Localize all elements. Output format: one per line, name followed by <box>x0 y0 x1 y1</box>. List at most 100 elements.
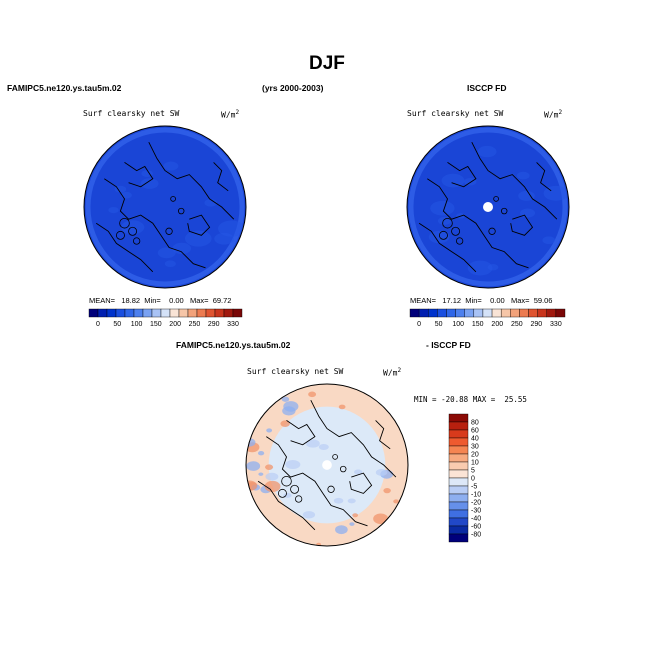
colorbar-tick-label: -10 <box>471 492 481 499</box>
coastline <box>95 222 154 273</box>
colorbar-swatch <box>448 493 469 503</box>
island-outline <box>488 227 496 235</box>
coastline <box>510 214 534 236</box>
island-outline <box>295 495 303 503</box>
colorbar-tick-label: 330 <box>227 321 239 328</box>
map-anomaly-patch <box>285 460 301 470</box>
colorbar-swatch <box>448 477 469 487</box>
map-shade-patch <box>140 178 159 189</box>
coastline <box>286 420 316 446</box>
panel2-stats: MEAN= 17.12 Min= 0.00 Max= 59.06 <box>410 296 553 305</box>
map-shade-patch <box>430 200 455 216</box>
map-fill-region <box>84 126 246 288</box>
island-outline <box>500 207 508 215</box>
diff-obs-label: - ISCCP FD <box>426 340 471 350</box>
island-outline <box>170 196 176 202</box>
island-outline <box>451 226 461 236</box>
map-anomaly-patch <box>302 511 316 519</box>
colorbar-tick-label: 20 <box>471 452 479 459</box>
colorbar-tick-label: 250 <box>511 321 523 328</box>
map-shade-patch <box>163 161 179 171</box>
colorbar-swatch <box>448 413 469 423</box>
map-boundary <box>83 125 247 289</box>
colorbar-tick-label: 0 <box>96 321 100 328</box>
island-outline <box>278 488 287 498</box>
colorbar-tick-label: 200 <box>491 321 503 328</box>
island-outline <box>133 237 141 245</box>
coastline <box>187 214 211 236</box>
map-anomaly-patch <box>375 468 388 476</box>
map-shade-patch <box>184 230 212 247</box>
colorbar-tick-label: 80 <box>471 420 479 427</box>
map-shade-patch <box>218 220 245 237</box>
island-outline <box>128 226 138 236</box>
island-outline <box>177 207 185 215</box>
island-outline <box>493 196 499 202</box>
colorbar-tick-label: 5 <box>471 468 475 475</box>
map-anomaly-patch <box>258 472 264 476</box>
colorbar-tick-label: 200 <box>169 321 181 328</box>
map-anomaly-patch <box>257 451 265 456</box>
colorbar-tick-label: 250 <box>189 321 201 328</box>
panel1-variable-label: Surf clearsky net SW <box>83 109 180 118</box>
colorbar-tick-label: -5 <box>471 484 477 491</box>
island-outline <box>327 485 335 493</box>
panel1-stats: MEAN= 18.82 Min= 0.00 Max= 69.72 <box>89 296 232 305</box>
colorbar-swatch <box>448 437 469 447</box>
map-pole-hole <box>483 202 493 212</box>
panel2-units-label: W/m2 <box>544 109 563 120</box>
colorbar-tick-label: 10 <box>471 460 479 467</box>
diff-variable-label: Surf clearsky net SW <box>247 367 344 376</box>
coastline <box>418 222 477 273</box>
colorbar-tick-label: 330 <box>550 321 562 328</box>
map-shade-patch <box>428 230 450 244</box>
island-outline <box>442 217 453 229</box>
map-anomaly-patch <box>349 522 355 526</box>
map-shade-patch <box>477 145 497 158</box>
map-shade-patch <box>157 247 176 259</box>
map-shade-patch <box>141 170 153 177</box>
map-shade-patch <box>441 173 465 188</box>
colorbar-tick-label: 100 <box>131 321 143 328</box>
colorbar-tick-label: 290 <box>531 321 543 328</box>
diff-model-name-label: FAMIPC5.ne120.ys.tau5m.02 <box>176 340 291 350</box>
map-shade-patch <box>437 216 452 225</box>
colorbar-swatch <box>448 485 469 495</box>
colorbar-tick-label: -40 <box>471 516 481 523</box>
map-shade-patch <box>516 171 530 180</box>
map-anomaly-patch <box>306 439 320 448</box>
island-outline <box>281 475 292 487</box>
years-label: (yrs 2000-2003) <box>262 83 324 93</box>
map-shade-patch <box>172 242 192 255</box>
map-anomaly-patch <box>246 461 261 471</box>
island-outline <box>119 217 130 229</box>
colorbar-swatch <box>448 533 469 543</box>
model-name-label: FAMIPC5.ne120.ys.tau5m.02 <box>7 83 122 93</box>
colorbar-tick-label: 150 <box>472 321 484 328</box>
colorbar-swatch <box>448 445 469 455</box>
colorbar-tick-label: 0 <box>471 476 475 483</box>
coastline <box>471 141 558 220</box>
colorbar-tick-label: 0 <box>417 321 421 328</box>
colorbar-tick-label: 50 <box>435 321 443 328</box>
map-anomaly-patch <box>265 464 274 470</box>
coastline <box>213 162 229 192</box>
colorbar-swatch <box>448 517 469 527</box>
map-anomaly-patch <box>266 428 273 433</box>
map-shade-patch <box>114 185 127 193</box>
island-outline <box>439 230 448 240</box>
island-outline <box>165 227 173 235</box>
coastline <box>266 436 368 527</box>
map-shade-patch <box>164 260 176 268</box>
coastline <box>536 162 552 192</box>
map-anomaly-patch <box>280 420 290 427</box>
island-outline <box>290 484 300 494</box>
colorbar-tick-label: 40 <box>471 436 479 443</box>
island-outline <box>332 454 338 460</box>
colorbar-tick-label: 290 <box>208 321 220 328</box>
coastline <box>124 162 154 188</box>
